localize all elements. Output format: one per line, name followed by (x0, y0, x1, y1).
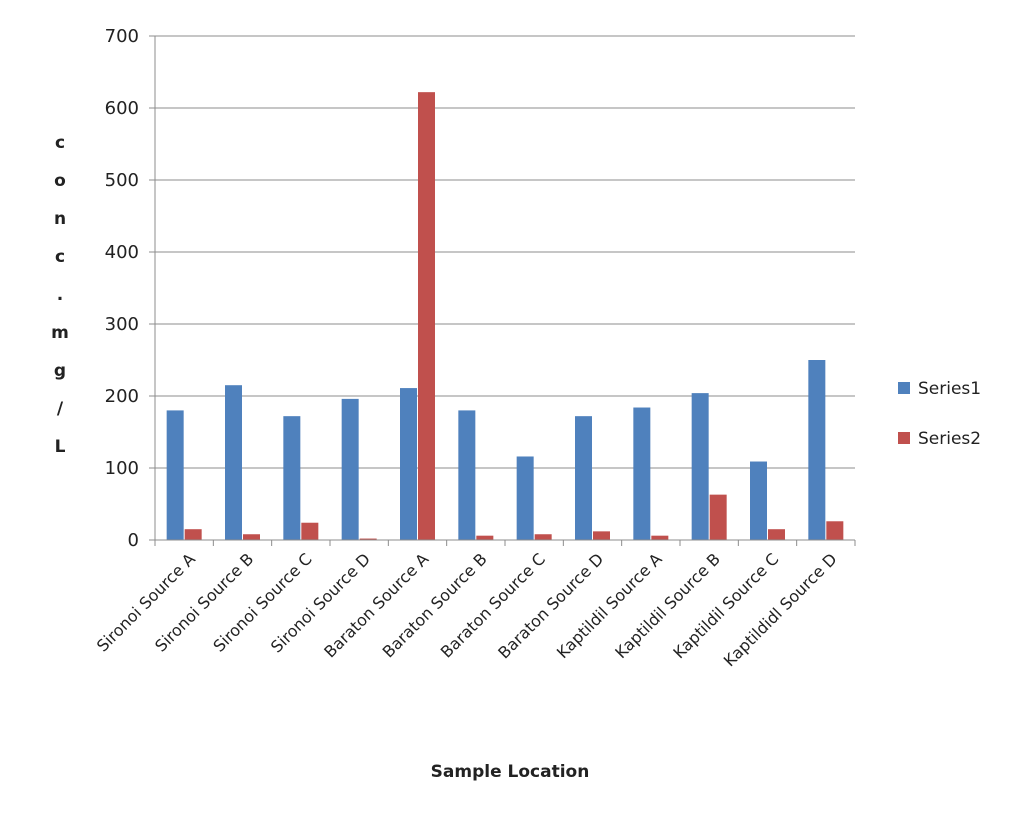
y-axis-title-char: o (54, 171, 66, 191)
y-tick-label: 600 (105, 98, 139, 119)
category-label: Baraton Source A (320, 549, 432, 661)
x-tick-marks (154, 540, 856, 546)
bar-series1-10 (750, 461, 767, 540)
gridlines (149, 35, 855, 541)
category-label: Kaptildil Source A (553, 549, 666, 662)
legend-label-series1: Series1 (918, 379, 981, 399)
bar-series1-8 (633, 407, 651, 540)
bars (166, 92, 844, 540)
bar-series1-7 (575, 416, 592, 540)
y-tick-label: 500 (105, 170, 139, 191)
bar-series1-0 (166, 410, 184, 540)
category-label: Sironoi Source C (209, 549, 315, 655)
bar-series2-5 (476, 535, 494, 540)
bar-series2-6 (534, 534, 552, 540)
legend: Series1 Series2 (898, 379, 981, 449)
bar-series2-8 (651, 535, 669, 540)
category-label: Kaptildidl Source D (720, 549, 841, 670)
bar-series2-3 (359, 538, 377, 540)
category-label: Sironoi Source D (267, 549, 374, 656)
bar-series1-9 (691, 393, 709, 540)
category-label: Baraton Source C (437, 549, 549, 661)
category-label: Kaptildil Source B (611, 549, 724, 662)
bar-series1-5 (458, 410, 476, 540)
y-axis-title-char: c (55, 133, 65, 153)
y-tick-labels: 0 100 200 300 400 500 600 700 (105, 26, 139, 551)
bar-series1-2 (283, 416, 301, 540)
legend-swatch-series1 (898, 382, 910, 394)
y-axis-title-char: . (57, 285, 63, 305)
bar-series1-11 (808, 360, 826, 540)
category-label: Sironoi Source A (93, 549, 199, 655)
y-axis-title-char: / (57, 399, 64, 419)
bar-series2-10 (768, 529, 785, 540)
legend-swatch-series2 (898, 432, 910, 444)
y-axis-title-char: n (54, 209, 66, 229)
category-label: Baraton Source B (379, 549, 491, 661)
bar-series2-0 (184, 529, 202, 540)
y-axis-title-char: c (55, 247, 65, 267)
bar-series2-1 (243, 534, 260, 540)
bar-series2-7 (593, 531, 610, 540)
y-axis-title-char: L (55, 437, 66, 457)
y-tick-label: 100 (105, 458, 139, 479)
bar-series1-6 (516, 456, 534, 540)
bar-series2-9 (709, 494, 727, 540)
category-label: Sironoi Source B (151, 549, 257, 655)
y-tick-label: 300 (105, 314, 139, 335)
category-label: Baraton Source D (494, 549, 607, 662)
bar-series2-4 (418, 92, 435, 540)
legend-label-series2: Series2 (918, 429, 981, 449)
y-axis-title-char: m (51, 323, 69, 343)
bar-series2-11 (826, 521, 844, 540)
bar-series2-2 (301, 522, 319, 540)
bar-series1-1 (225, 385, 242, 540)
bar-series1-4 (400, 388, 417, 540)
y-tick-label: 700 (105, 26, 139, 47)
y-tick-label: 200 (105, 386, 139, 407)
category-label: Kaptildil Source C (669, 549, 782, 662)
bar-series1-3 (341, 398, 359, 540)
y-tick-label: 0 (128, 530, 139, 551)
x-axis-title: Sample Location (431, 762, 590, 782)
y-tick-label: 400 (105, 242, 139, 263)
y-axis-title-char: g (54, 361, 66, 381)
